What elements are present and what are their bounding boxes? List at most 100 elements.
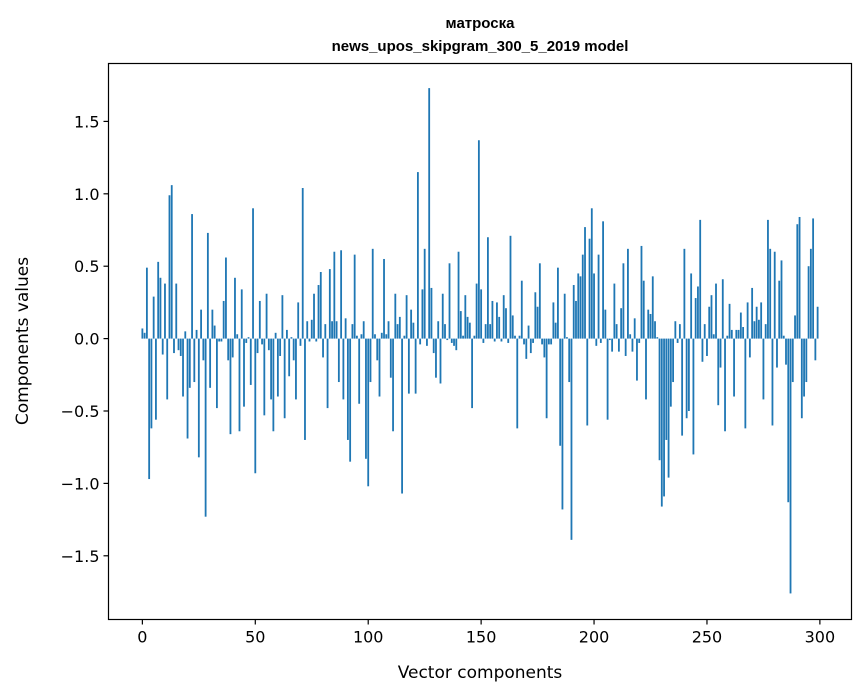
bar-272 [755,306,758,339]
bar-213 [622,263,625,339]
bar-191 [572,285,575,339]
bar-97 [360,334,363,339]
bar-174 [534,292,537,339]
bar-130 [435,338,437,378]
bar-197 [586,338,589,426]
bar-131 [437,321,440,339]
bar-180 [547,338,550,345]
bar-206 [606,338,609,420]
bar-144 [466,316,469,339]
bar-273 [758,319,760,339]
bar-264 [737,329,740,339]
bar-115 [401,338,403,494]
bar-155 [491,300,494,339]
bar-239 [681,338,684,436]
y-axis-ticks: −1.5 −1.0 −0.5 0.0 0.5 1.0 1.5 [61,112,109,566]
bar-88 [340,250,343,339]
bar-235 [672,338,674,383]
bar-35 [220,338,223,342]
bar-268 [746,302,749,339]
chart-subtitle: news_upos_skipgram_300_5_2019 model [332,38,629,55]
bar-96 [358,338,361,404]
bar-127 [428,88,431,339]
bar-85 [333,251,336,339]
bar-39 [229,338,232,435]
bar-169 [523,338,525,345]
bar-243 [690,273,693,339]
bar-231 [663,338,665,497]
bar-220 [638,338,641,343]
bar-267 [744,338,747,429]
bar-216 [629,334,632,339]
bar-170 [525,338,528,359]
chart-title: матроска [446,15,516,32]
bar-64 [286,329,288,339]
bar-50 [254,338,257,474]
bar-17 [179,338,182,356]
bar-185 [559,338,562,446]
bar-5 [152,296,155,339]
bar-250 [706,338,708,356]
bar-66 [290,337,293,339]
bar-274 [760,302,763,339]
bar-260 [728,303,731,339]
bar-179 [545,338,548,419]
bar-164 [511,315,514,339]
bar-291 [798,216,801,339]
bar-49 [252,208,254,339]
bar-286 [787,338,790,503]
bar-45 [243,338,245,407]
bar-24 [195,329,198,339]
bar-104 [376,338,379,361]
y-tick-label: 0.0 [74,330,99,349]
bar-54 [263,338,266,416]
bar-56 [267,338,270,351]
bar-186 [561,338,564,510]
bar-79 [319,272,322,339]
bar-298 [814,338,817,361]
bar-36 [222,300,225,339]
bar-70 [299,338,302,346]
bar-203 [599,338,602,343]
bar-194 [579,276,582,339]
bar-145 [468,322,471,339]
bar-251 [708,306,711,339]
bar-201 [595,338,598,346]
bar-152 [484,324,487,339]
bar-234 [669,338,672,407]
bar-2 [145,267,148,339]
bar-9 [161,338,164,355]
bar-76 [313,293,315,339]
bar-51 [256,338,259,354]
bar-34 [218,338,221,342]
bar-261 [730,329,733,339]
bar-215 [627,248,629,339]
bar-294 [805,338,808,383]
bar-237 [676,338,679,343]
bar-240 [683,248,686,339]
bar-245 [694,298,697,339]
x-tick-label: 0 [137,628,147,647]
bar-20 [186,338,189,439]
bar-30 [209,338,212,388]
bar-38 [227,338,230,361]
bar-11 [166,338,169,400]
bar-114 [398,316,401,339]
bar-161 [505,308,507,339]
bar-296 [809,248,812,339]
bar-147 [473,335,476,339]
bar-6 [155,338,157,420]
bar-10 [164,283,166,339]
bar-92 [349,338,352,462]
bar-193 [577,273,580,339]
bar-176 [538,263,541,339]
bar-37 [225,257,227,339]
bar-57 [270,338,273,400]
x-tick-label: 100 [353,628,384,647]
bar-148 [475,283,478,339]
bar-228 [656,337,659,339]
bar-118 [407,338,410,394]
bar-106 [380,332,383,339]
bar-101 [369,338,372,383]
bar-119 [410,309,413,339]
